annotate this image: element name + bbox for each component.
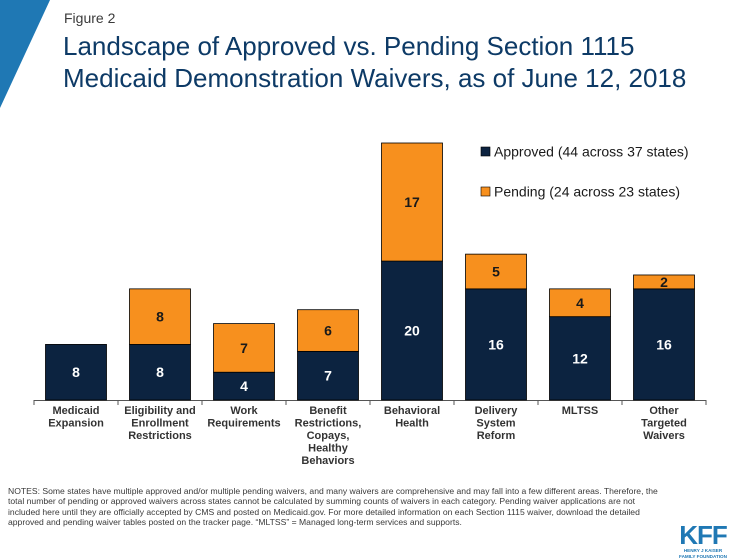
data-label-approved: 20: [404, 323, 420, 339]
data-label-pending: 5: [492, 264, 500, 280]
data-label-approved: 12: [572, 350, 588, 366]
legend-swatch-approved: [481, 147, 490, 156]
data-label-pending: 6: [324, 323, 332, 339]
legend-swatch-pending: [481, 187, 490, 196]
data-label-pending: 17: [404, 194, 420, 210]
data-label-pending: 4: [576, 295, 584, 311]
data-label-approved: 16: [656, 336, 672, 352]
kff-logo: KFF HENRY J KAISER FAMILY FOUNDATION: [677, 522, 729, 559]
logo-subtitle-2: FAMILY FOUNDATION: [677, 554, 729, 559]
logo-mark: KFF: [677, 522, 729, 548]
data-label-pending: 7: [240, 340, 248, 356]
data-label-approved: 8: [156, 364, 164, 380]
data-label-approved: 16: [488, 336, 504, 352]
data-label-approved: 7: [324, 368, 332, 384]
data-label-pending: 2: [660, 274, 668, 290]
legend-label-pending: Pending (24 across 23 states): [494, 184, 680, 200]
data-label-approved: 4: [240, 378, 248, 394]
legend-label-approved: Approved (44 across 37 states): [494, 144, 689, 160]
notes-text: NOTES: Some states have multiple approve…: [8, 486, 668, 527]
data-label-approved: 8: [72, 364, 80, 380]
x-tick-label: MLTSS: [562, 405, 598, 417]
data-label-pending: 8: [156, 309, 164, 325]
